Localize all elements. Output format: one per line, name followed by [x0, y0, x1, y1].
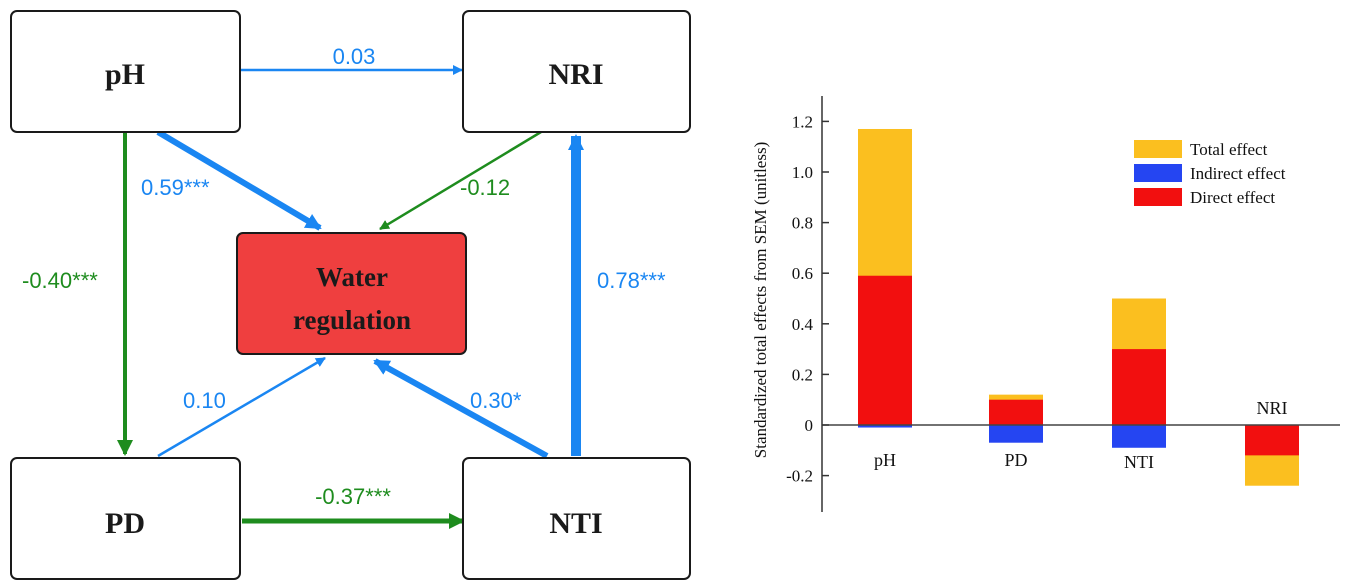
node-nri-label: NRI	[548, 58, 603, 91]
effects-bar-chart: -0.2 0 0.2 0.4 0.6 0.8 1.0 1.2 Standardized tot…	[751, 96, 1340, 512]
node-ph-label: pH	[105, 58, 145, 91]
bar-indirect-nti	[1112, 425, 1166, 448]
edge-label-ph-pd: -0.40***	[22, 268, 98, 293]
legend-label-total: Total effect	[1190, 140, 1268, 159]
node-pd-label: PD	[105, 507, 145, 540]
y-tick-label: 0.2	[792, 365, 813, 384]
edge-label-ph-center: 0.59***	[141, 175, 210, 200]
y-ticks-group: -0.2 0 0.2 0.4 0.6 0.8 1.0 1.2	[786, 112, 829, 486]
bar-direct-nri	[1245, 425, 1299, 456]
y-tick-label: -0.2	[786, 467, 813, 486]
arrow-pd-to-center	[157, 356, 326, 458]
y-axis-label: Standardized total effects from SEM (uni…	[751, 142, 770, 458]
edge-label-nri-center: -0.12	[460, 175, 510, 200]
bar-direct-pd	[989, 399, 1043, 425]
path-diagram: pH NRI PD NTI Water regulation 0.03 0.59…	[10, 10, 691, 580]
node-nri-box	[462, 10, 691, 133]
node-nti-box	[462, 457, 691, 580]
node-nti-label: NTI	[549, 507, 602, 540]
edge-label-ph-nri: 0.03	[333, 44, 376, 69]
category-label-nri: NRI	[1257, 398, 1288, 418]
y-tick-label: 0.6	[792, 264, 813, 283]
edge-label-nti-nri: 0.78***	[597, 268, 666, 293]
y-tick-label: 1.2	[792, 112, 813, 131]
bar-indirect-pd	[989, 425, 1043, 443]
category-label-pd: PD	[1004, 450, 1027, 470]
edge-label-pd-center: 0.10	[183, 388, 226, 413]
bar-indirect-ph	[858, 425, 912, 428]
legend-label-indirect: Indirect effect	[1190, 164, 1286, 183]
y-tick-label: 0.8	[792, 214, 813, 233]
arrow-nti-to-center	[373, 358, 549, 459]
legend-swatch-indirect	[1134, 164, 1182, 182]
node-water-regulation-box	[236, 232, 467, 355]
legend-swatch-direct	[1134, 188, 1182, 206]
node-water-regulation-line2: regulation	[293, 305, 411, 335]
legend: Total effect Indirect effect Direct effe…	[1134, 140, 1286, 207]
node-pd-box	[10, 457, 241, 580]
arrow-nri-to-center	[379, 130, 542, 231]
arrow-ph-to-center	[156, 129, 322, 231]
legend-swatch-total	[1134, 140, 1182, 158]
node-water-regulation-line1: Water	[316, 262, 388, 292]
category-label-nti: NTI	[1124, 452, 1154, 472]
bars-group	[858, 128, 1299, 486]
y-tick-label: 0.4	[792, 315, 814, 334]
y-tick-label: 0	[805, 416, 814, 435]
category-labels-group: pH PD NTI NRI	[874, 398, 1288, 472]
node-ph-box	[10, 10, 241, 133]
edge-label-pd-nti: -0.37***	[315, 484, 391, 509]
y-tick-label: 1.0	[792, 163, 813, 182]
bar-direct-nti	[1112, 349, 1166, 425]
bar-direct-ph	[858, 275, 912, 425]
legend-label-direct: Direct effect	[1190, 188, 1275, 207]
category-label-ph: pH	[874, 450, 896, 470]
edge-label-nti-center: 0.30*	[470, 388, 522, 413]
